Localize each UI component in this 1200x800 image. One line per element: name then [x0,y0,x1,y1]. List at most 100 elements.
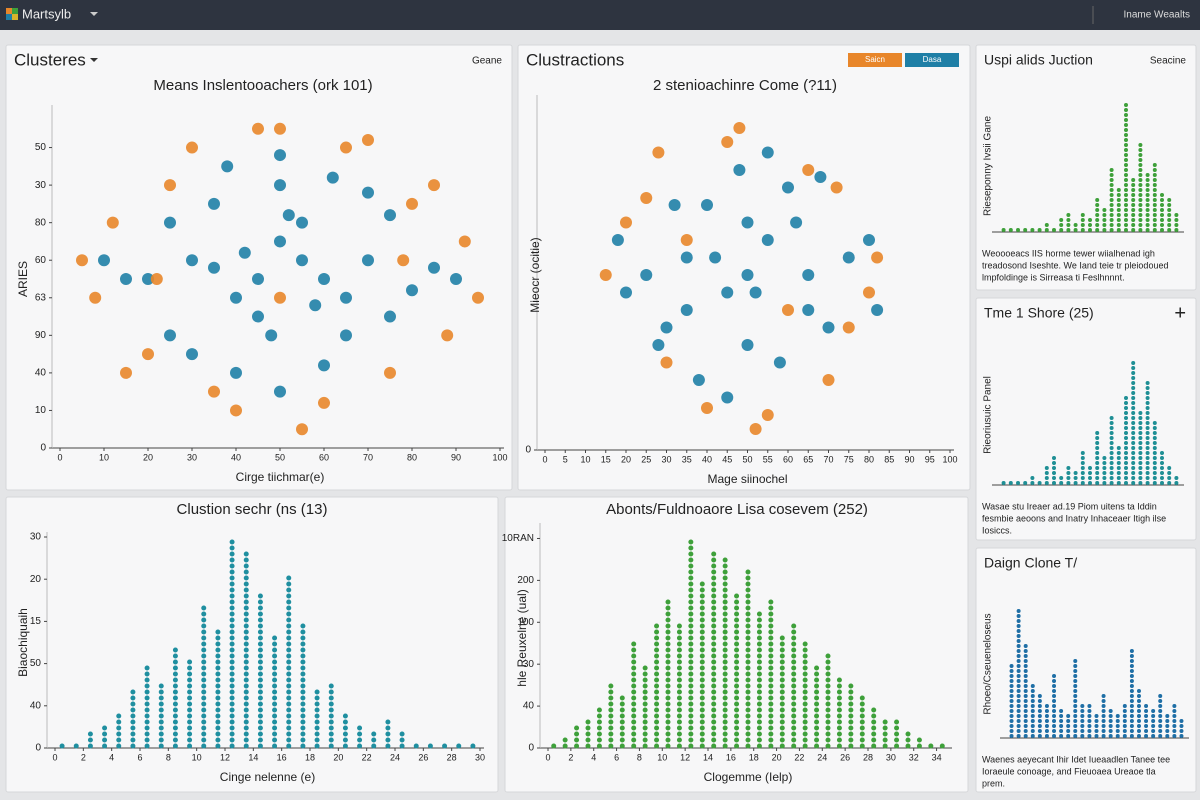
y-axis-label: Mieocr (ocitie) [528,237,542,312]
x-tick-label: 20 [621,454,631,464]
scatter-point [822,374,835,386]
legend-swatch[interactable] [848,53,902,67]
scatter-point [721,391,734,404]
x-axis-label: Mage siinochel [707,472,787,486]
x-tick-label: 12 [220,752,230,762]
panel-caption: Iosiccs. [982,525,1012,535]
scatter-point [620,286,632,299]
panel-menu-caret[interactable] [90,58,98,62]
scatter-point [406,197,418,210]
scatter-point [164,179,176,192]
scatter-point [640,192,653,204]
scatter-point [164,329,176,342]
user-name[interactable]: Iname Weaalts [1123,10,1190,21]
scatter-point [252,273,264,285]
scatter-point [397,254,410,267]
scatter-point [822,321,835,334]
legend-swatch[interactable] [905,53,959,67]
scatter-point [318,273,330,285]
scatter-point [274,179,286,192]
scatter-point [782,304,794,316]
panel-corner[interactable]: Geane [472,56,502,67]
x-tick-label: 28 [447,752,457,762]
scatter-point [680,234,693,246]
y-tick-label: 30 [35,180,47,191]
x-tick-label: 20 [772,752,782,762]
y-tick-label: 0 [35,743,41,754]
panel-title[interactable]: Tme 1 Shore (25) [984,305,1094,321]
x-tick-label: 30 [661,454,671,464]
panel [517,44,971,491]
scatter-point [761,234,774,246]
panel-corner[interactable]: + [1174,302,1186,324]
x-tick-label: 22 [794,752,804,762]
x-axis-label: Cirge tiichmar(e) [236,470,325,484]
scatter-point [384,310,396,323]
legend-label[interactable]: Dasa [923,55,942,64]
scatter-point [120,366,132,379]
y-tick-label: 30 [523,659,535,670]
x-tick-label: 4 [109,752,114,762]
app-name[interactable]: Martsylb [22,6,71,21]
scatter-point [773,356,786,369]
x-tick-label: 45 [722,454,732,464]
scatter-point [441,329,454,342]
panel-title[interactable]: Daign Clone T/ [984,555,1077,571]
scatter-point [265,329,278,342]
panel-title[interactable]: Uspi alids Juction [984,52,1093,68]
legend-label[interactable]: Saicn [865,55,885,64]
y-axis-label: Rieseponny Ivsii Gane [983,116,994,216]
y-tick-label: 90 [35,330,47,341]
panel [5,496,499,793]
scatter-point [384,366,396,379]
app-menu-caret[interactable] [90,12,98,16]
scatter-point [782,181,794,194]
scatter-point [863,234,875,246]
scatter-point [652,146,665,159]
scatter-point [282,209,295,222]
scatter-point [362,134,374,147]
scatter-point [274,291,286,304]
scatter-point [230,291,242,304]
scatter-point [340,291,352,304]
x-tick-label: 35 [682,454,692,464]
scatter-point [150,273,163,285]
scatter-point [802,164,815,176]
x-tick-label: 0 [57,452,62,462]
chart-title: Clustion sechr (ns (13) [177,501,328,518]
scatter-point [89,291,102,304]
scatter-point [230,366,242,379]
scatter-point [120,273,132,285]
scatter-point [384,209,396,222]
scatter-point [660,356,673,369]
y-tick-label: 40 [523,701,535,712]
y-tick-label: 0 [528,743,534,754]
scatter-point [428,179,440,192]
x-tick-label: 40 [231,452,241,462]
panel-title[interactable]: Clusteres [14,50,86,69]
scatter-point [733,164,746,176]
app-logo [6,8,18,20]
scatter-point [252,310,264,323]
panel-corner[interactable]: Seacine [1150,56,1187,67]
scatter-point [652,339,665,351]
y-tick-label: 80 [35,217,47,228]
x-tick-label: 34 [932,752,942,762]
scatter-point [340,141,352,154]
scatter-point [680,251,693,264]
scatter-point [238,246,251,259]
scatter-point [186,141,198,154]
y-axis-label: ARIES [16,261,30,297]
scatter-point [842,321,855,334]
scatter-point [802,304,815,316]
scatter-point [296,423,308,436]
panel-title[interactable]: Clustractions [526,50,624,69]
x-tick-label: 10 [99,452,109,462]
x-tick-label: 70 [823,454,833,464]
scatter-point [842,251,855,264]
panel-caption: fesmbie aeoons and Inatry Inhaceaer Itig… [982,513,1166,523]
y-axis-label: Rieoriusuic Panel [983,376,994,454]
x-tick-label: 6 [614,752,619,762]
